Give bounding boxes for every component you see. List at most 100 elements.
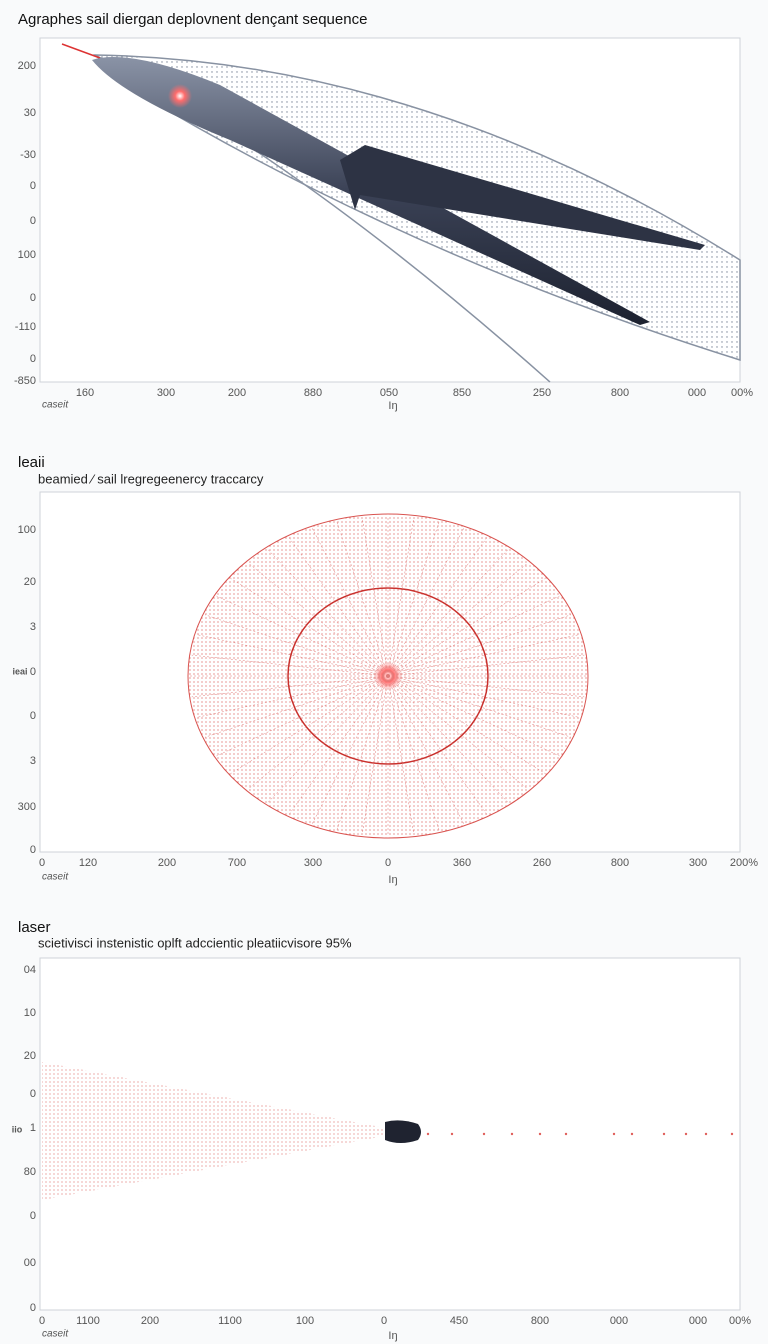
x-tick-label: 700: [228, 857, 246, 869]
trail-dot: [538, 1132, 542, 1136]
radial-line: [204, 614, 389, 677]
radial-line: [387, 675, 560, 757]
ship-wing: [340, 145, 705, 250]
y-tick-label: 3: [30, 755, 36, 767]
radial-line: [191, 675, 389, 698]
trail-dot: [704, 1132, 708, 1136]
y-tick-label: 100: [18, 524, 36, 536]
x-tick-label: 850: [453, 387, 471, 399]
x-tick-label: 100: [296, 1315, 314, 1327]
trail-dot: [630, 1132, 634, 1136]
radial-line: [216, 675, 389, 757]
y-tick-label: 300: [18, 801, 36, 813]
x-tick-label: 000: [688, 387, 706, 399]
y-tick-label: 20: [24, 576, 36, 588]
radial-line: [387, 548, 509, 677]
x-axis-label: Iŋ: [388, 1330, 397, 1342]
y-tick-label: 100: [18, 249, 36, 261]
y-tick-label: 0: [30, 215, 36, 227]
radial-line: [196, 675, 389, 718]
x-tick-label: 250: [533, 387, 551, 399]
beam-cone: [42, 1062, 385, 1200]
x-tick-label: 260: [533, 857, 551, 869]
radial-line: [387, 517, 415, 677]
trail-dot: [482, 1132, 486, 1136]
radial-line: [336, 675, 389, 831]
x-tick-label: 1100: [76, 1315, 100, 1327]
x-tick-label: 0: [381, 1315, 387, 1327]
radial-line: [387, 634, 580, 677]
x-tick-label: 360: [453, 857, 471, 869]
x-axis-label: Iŋ: [388, 874, 397, 886]
x-tick-label: 800: [611, 387, 629, 399]
y-tick-label: 0: [30, 353, 36, 365]
radial-line: [387, 578, 546, 677]
y-tick-label: 30: [24, 107, 36, 119]
y-tick-label: 0: [30, 844, 36, 856]
radial-line: [387, 595, 560, 677]
trail-dot: [564, 1132, 568, 1136]
radial-line: [387, 614, 572, 677]
x-tick-label: 800: [611, 857, 629, 869]
radial-line: [387, 675, 580, 718]
y-tick-label: 10: [24, 1007, 36, 1019]
x-tick-label: 120: [79, 857, 97, 869]
trail-dot: [684, 1132, 688, 1136]
radial-line: [387, 675, 509, 804]
radial-line: [204, 675, 389, 738]
trail-dot: [612, 1132, 616, 1136]
y-tick-label: 3: [30, 621, 36, 633]
radial-line: [230, 578, 389, 677]
radial-line: [387, 675, 546, 774]
x-tick-label: 1100: [218, 1315, 242, 1327]
trail-dot: [426, 1132, 430, 1136]
y-tick-label: 00: [24, 1257, 36, 1269]
radial-line: [196, 634, 389, 677]
radial-line: [387, 521, 440, 677]
y-tick-label: -850: [14, 375, 36, 387]
y-tick-label: 20: [24, 1050, 36, 1062]
radial-line: [387, 675, 488, 815]
y-tick-label: 200: [18, 60, 36, 72]
y-tick-label: 0: [30, 180, 36, 192]
x-tick-label: 200: [141, 1315, 159, 1327]
panel-title: laser: [18, 919, 51, 936]
y-tick-label: 0: [30, 710, 36, 722]
panel-title: leaii: [18, 454, 45, 471]
radial-line: [387, 675, 415, 835]
x-tick-label: 200: [228, 387, 246, 399]
corner-label: caseit: [42, 400, 69, 411]
corner-label: caseit: [42, 872, 69, 883]
illustration-beam: [42, 1062, 734, 1200]
panel-subtitle: scietivisci instenistic oplft adccientic…: [38, 935, 352, 950]
probe: [385, 1120, 421, 1143]
radial-line: [191, 654, 389, 677]
x-tick-label: 800: [531, 1315, 549, 1327]
x-tick-label: 000: [610, 1315, 628, 1327]
x-axis-label: Iŋ: [388, 400, 397, 412]
x-tick-label: 00%: [729, 1315, 751, 1327]
laser-trail: [61, 43, 101, 59]
panel-subtitle: beamied ⁄ sail lregregeenercy traccarcy: [38, 471, 264, 486]
radial-line: [288, 675, 389, 815]
x-tick-label: 00%: [731, 387, 753, 399]
x-tick-label: 450: [450, 1315, 468, 1327]
trail-dot: [450, 1132, 454, 1136]
radial-line: [267, 675, 389, 804]
illustration-target: [187, 513, 589, 839]
y-tick-label: -30: [20, 149, 36, 161]
trail-dot: [662, 1132, 666, 1136]
x-tick-label: 300: [689, 857, 707, 869]
radial-line: [387, 675, 572, 738]
x-tick-label: 0: [39, 857, 45, 869]
engine-glow: [168, 84, 192, 108]
y-tick-label: -110: [15, 321, 36, 333]
y-tick-label: 0: [30, 1088, 36, 1100]
x-tick-label: 200: [158, 857, 176, 869]
corner-label: caseit: [42, 1329, 69, 1340]
radial-line: [230, 675, 389, 774]
y-tick-label: 1: [30, 1122, 36, 1134]
x-tick-label: 0: [385, 857, 391, 869]
